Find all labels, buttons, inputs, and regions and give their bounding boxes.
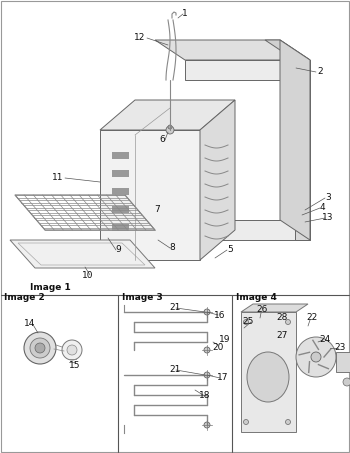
Text: 14: 14 [24, 318, 36, 328]
Circle shape [168, 125, 172, 129]
Text: 21: 21 [169, 366, 181, 375]
Circle shape [35, 343, 45, 353]
Text: 15: 15 [69, 361, 81, 370]
Circle shape [311, 352, 321, 362]
Circle shape [204, 309, 210, 315]
Text: 24: 24 [319, 336, 331, 344]
Circle shape [244, 319, 248, 324]
Circle shape [286, 419, 290, 424]
Text: 13: 13 [322, 213, 334, 222]
Polygon shape [100, 130, 200, 260]
Circle shape [204, 372, 210, 378]
Circle shape [204, 422, 210, 428]
Polygon shape [10, 240, 155, 268]
Text: 20: 20 [212, 343, 224, 352]
Text: 2: 2 [317, 67, 323, 77]
Circle shape [296, 337, 336, 377]
Text: 17: 17 [217, 374, 229, 382]
Text: 8: 8 [169, 244, 175, 252]
Polygon shape [185, 60, 310, 80]
Circle shape [343, 378, 350, 386]
Text: 3: 3 [325, 193, 331, 202]
Text: 23: 23 [334, 343, 346, 352]
Polygon shape [265, 40, 310, 60]
Circle shape [286, 319, 290, 324]
Polygon shape [100, 100, 235, 130]
Text: Image 4: Image 4 [236, 294, 277, 303]
Text: 12: 12 [134, 34, 146, 43]
Text: 27: 27 [276, 331, 288, 339]
Text: 22: 22 [306, 313, 318, 323]
Circle shape [67, 345, 77, 355]
Text: 4: 4 [319, 203, 325, 212]
Text: 26: 26 [256, 305, 268, 314]
Text: Image 3: Image 3 [122, 294, 163, 303]
Polygon shape [200, 100, 235, 260]
Text: 25: 25 [242, 318, 254, 327]
Circle shape [62, 340, 82, 360]
Text: 1: 1 [182, 10, 188, 19]
Text: 11: 11 [52, 173, 64, 183]
Text: 7: 7 [154, 206, 160, 215]
Text: 5: 5 [227, 246, 233, 255]
Text: 16: 16 [214, 310, 226, 319]
Bar [336, 352, 350, 372]
Text: Image 1: Image 1 [30, 284, 71, 293]
Text: 10: 10 [82, 270, 94, 280]
Text: 28: 28 [276, 313, 288, 323]
Circle shape [24, 332, 56, 364]
Polygon shape [241, 304, 308, 312]
Polygon shape [241, 312, 296, 432]
Polygon shape [295, 60, 310, 240]
Text: Image 2: Image 2 [4, 294, 45, 303]
Circle shape [166, 126, 174, 134]
Text: 9: 9 [115, 246, 121, 255]
Circle shape [244, 419, 248, 424]
Text: 18: 18 [199, 390, 211, 400]
Text: 21: 21 [169, 304, 181, 313]
Text: 6: 6 [159, 135, 165, 145]
Polygon shape [280, 40, 310, 240]
Ellipse shape [247, 352, 289, 402]
Polygon shape [155, 40, 310, 60]
Polygon shape [185, 220, 310, 240]
Text: 19: 19 [219, 336, 231, 344]
Circle shape [30, 338, 50, 358]
Circle shape [204, 347, 210, 353]
